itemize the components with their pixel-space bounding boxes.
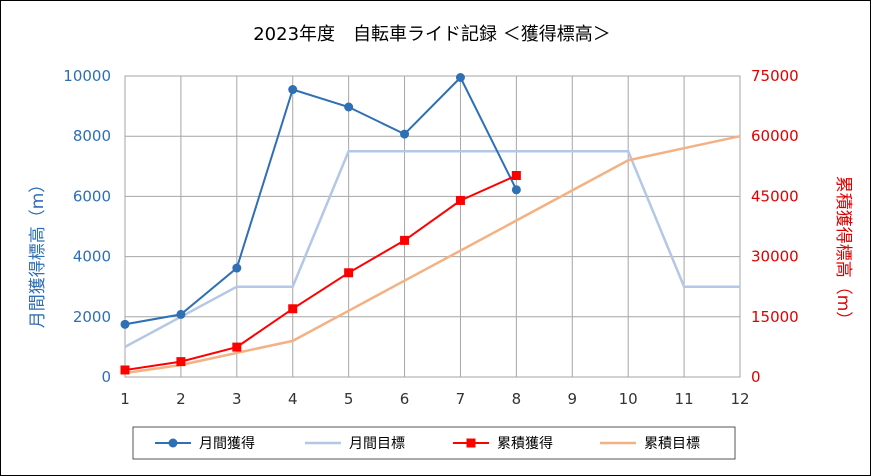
series-line-3 (124, 174, 517, 371)
x-tick-label: 1 (120, 390, 130, 408)
x-tick-label: 7 (456, 390, 466, 408)
series-line-2 (124, 150, 740, 349)
series-line-4 (124, 134, 741, 375)
y-right-tick-label: 15000 (751, 308, 799, 326)
series-line-1 (124, 75, 518, 326)
y-left-tick-label: 8000 (73, 127, 111, 145)
legend: 月間獲得 月間目標 累積獲得 累積目標 (155, 435, 700, 452)
y-left-tick-label: 4000 (73, 248, 111, 266)
legend-marker (168, 438, 178, 448)
y-right-tick-label: 45000 (751, 187, 799, 205)
data-point (176, 357, 186, 367)
data-point (288, 85, 298, 95)
y-axis-left-label: 月間獲得標高（m） (28, 176, 48, 329)
x-tick-label: 8 (512, 390, 522, 408)
legend-marker (466, 438, 476, 448)
x-tick-label: 12 (730, 390, 749, 408)
x-tick-label: 11 (675, 390, 694, 408)
data-point (511, 185, 521, 195)
legend-label: 月間獲得 (199, 435, 255, 452)
y-left-tick-label: 6000 (73, 187, 111, 205)
y-right-tick-label: 30000 (751, 248, 799, 266)
x-tick-label: 10 (619, 390, 638, 408)
x-tick-label: 6 (400, 390, 410, 408)
y-left-tick-label: 0 (101, 368, 111, 386)
grid (124, 75, 741, 378)
data-point (400, 129, 410, 139)
y-left-tick-label: 2000 (73, 308, 111, 326)
ticks: 0 2000 4000 6000 8000 10000 0 15000 30000 45000 60… (63, 67, 798, 408)
data-point (344, 268, 354, 278)
data-point (455, 195, 465, 205)
data-point (120, 365, 130, 375)
y-right-tick-label: 75000 (751, 67, 799, 85)
x-tick-label: 3 (232, 390, 242, 408)
y-left-tick-label: 10000 (63, 67, 111, 85)
x-tick-label: 5 (344, 390, 354, 408)
legend-label: 累積目標 (644, 436, 700, 452)
data-point (511, 170, 521, 180)
series-layer (120, 73, 741, 375)
x-tick-label: 4 (288, 390, 298, 408)
data-point (120, 319, 130, 329)
data-point (232, 342, 242, 352)
x-tick-label: 2 (176, 390, 186, 408)
data-point (455, 73, 465, 83)
data-point (344, 102, 354, 112)
y-axis-right-label: 累積獲得標高（m） (833, 176, 853, 329)
x-tick-label: 9 (567, 390, 577, 408)
data-point (288, 304, 298, 314)
data-point (176, 309, 186, 319)
plot-area (124, 75, 741, 378)
y-right-tick-label: 60000 (751, 127, 799, 145)
legend-label: 累積獲得 (497, 435, 553, 452)
data-point (232, 263, 242, 273)
legend-label: 月間目標 (349, 436, 405, 452)
chart-title: 2023年度 自転車ライド記録 ＜獲得標高＞ (253, 24, 611, 45)
data-point (400, 235, 410, 245)
y-right-tick-label: 0 (751, 368, 761, 386)
